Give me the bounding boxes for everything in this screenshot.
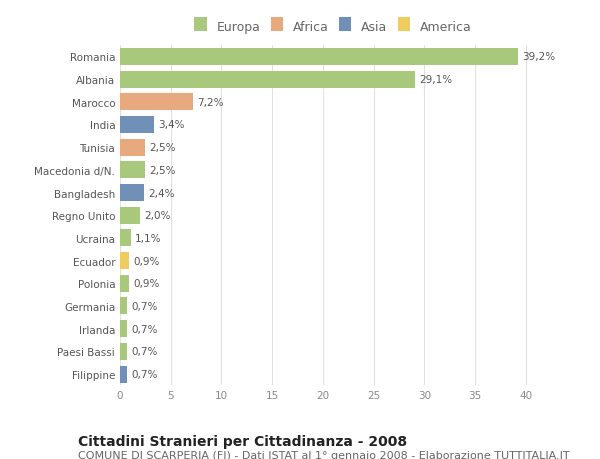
Text: 2,5%: 2,5% <box>149 143 176 153</box>
Text: 2,5%: 2,5% <box>149 165 176 175</box>
Bar <box>120 140 145 156</box>
Text: 39,2%: 39,2% <box>521 52 555 62</box>
Text: 2,0%: 2,0% <box>145 211 171 221</box>
Text: 2,4%: 2,4% <box>148 188 175 198</box>
Text: 0,7%: 0,7% <box>131 324 158 334</box>
Bar <box>120 252 129 269</box>
Text: 0,7%: 0,7% <box>131 301 158 311</box>
Bar <box>120 71 415 88</box>
Text: 7,2%: 7,2% <box>197 97 224 107</box>
Bar <box>120 298 127 315</box>
Bar <box>120 185 145 202</box>
Text: 0,9%: 0,9% <box>133 256 160 266</box>
Text: Cittadini Stranieri per Cittadinanza - 2008: Cittadini Stranieri per Cittadinanza - 2… <box>78 434 407 448</box>
Text: 1,1%: 1,1% <box>135 233 162 243</box>
Bar <box>120 320 127 337</box>
Text: COMUNE DI SCARPERIA (FI) - Dati ISTAT al 1° gennaio 2008 - Elaborazione TUTTITAL: COMUNE DI SCARPERIA (FI) - Dati ISTAT al… <box>78 450 569 459</box>
Bar <box>120 366 127 383</box>
Text: 0,7%: 0,7% <box>131 347 158 357</box>
Text: 29,1%: 29,1% <box>419 75 452 85</box>
Bar <box>120 94 193 111</box>
Text: 0,7%: 0,7% <box>131 369 158 379</box>
Bar <box>120 162 145 179</box>
Bar <box>120 275 129 292</box>
Bar <box>120 207 140 224</box>
Text: 0,9%: 0,9% <box>133 279 160 289</box>
Legend: Europa, Africa, Asia, America: Europa, Africa, Asia, America <box>191 18 475 36</box>
Bar <box>120 343 127 360</box>
Bar <box>120 49 518 66</box>
Bar <box>120 117 154 134</box>
Text: 3,4%: 3,4% <box>158 120 185 130</box>
Bar <box>120 230 131 247</box>
